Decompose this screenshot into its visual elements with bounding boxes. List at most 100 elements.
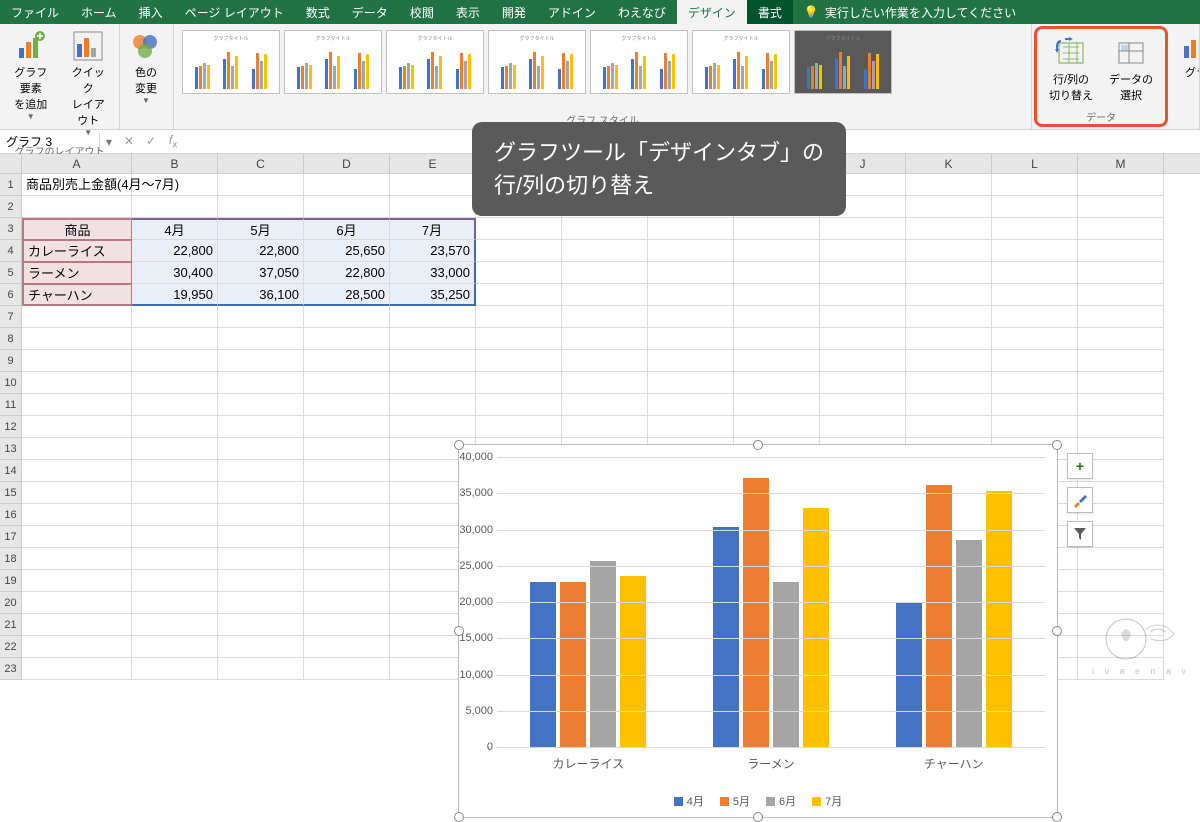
column-header-D[interactable]: D [304, 154, 390, 173]
cell-D23[interactable] [304, 658, 390, 680]
cell-L10[interactable] [992, 372, 1078, 394]
quick-layout-button[interactable]: クイック レイアウト ▼ [62, 26, 116, 141]
cell-B2[interactable] [132, 196, 218, 218]
cell-B17[interactable] [132, 526, 218, 548]
cell-J7[interactable] [820, 306, 906, 328]
row-header-14[interactable]: 14 [0, 460, 22, 482]
cell-J6[interactable] [820, 284, 906, 306]
cell-A13[interactable] [22, 438, 132, 460]
row-header-11[interactable]: 11 [0, 394, 22, 416]
cell-L8[interactable] [992, 328, 1078, 350]
cell-C18[interactable] [218, 548, 304, 570]
cell-B5[interactable]: 30,400 [132, 262, 218, 284]
cell-K7[interactable] [906, 306, 992, 328]
cell-D2[interactable] [304, 196, 390, 218]
cell-K12[interactable] [906, 416, 992, 438]
cell-C14[interactable] [218, 460, 304, 482]
cell-I5[interactable] [734, 262, 820, 284]
cell-E10[interactable] [390, 372, 476, 394]
chart-styles-gallery[interactable]: グラフタイトルグラフタイトルグラフタイトルグラフタイトルグラフタイトルグラフタイ… [178, 26, 1027, 110]
chart-styles-button[interactable] [1067, 487, 1093, 513]
cell-G7[interactable] [562, 306, 648, 328]
cell-H6[interactable] [648, 284, 734, 306]
legend-item-7月[interactable]: 7月 [812, 793, 842, 809]
cell-J5[interactable] [820, 262, 906, 284]
cell-E8[interactable] [390, 328, 476, 350]
cell-C23[interactable] [218, 658, 304, 680]
change-colors-button[interactable]: 色の 変更 ▼ [124, 26, 168, 109]
cell-B9[interactable] [132, 350, 218, 372]
cell-B8[interactable] [132, 328, 218, 350]
cell-C1[interactable] [218, 174, 304, 196]
ribbon-tab-開発[interactable]: 開発 [491, 0, 537, 24]
cell-D16[interactable] [304, 504, 390, 526]
chart-style-thumb-5[interactable]: グラフタイトル [590, 30, 688, 94]
column-header-A[interactable]: A [22, 154, 132, 173]
cell-E12[interactable] [390, 416, 476, 438]
cell-L11[interactable] [992, 394, 1078, 416]
cell-A2[interactable] [22, 196, 132, 218]
cell-F10[interactable] [476, 372, 562, 394]
cell-C12[interactable] [218, 416, 304, 438]
cell-F12[interactable] [476, 416, 562, 438]
cell-K4[interactable] [906, 240, 992, 262]
cell-M4[interactable] [1078, 240, 1164, 262]
cell-A11[interactable] [22, 394, 132, 416]
cell-J10[interactable] [820, 372, 906, 394]
cell-C19[interactable] [218, 570, 304, 592]
cell-A18[interactable] [22, 548, 132, 570]
cell-K1[interactable] [906, 174, 992, 196]
cell-A21[interactable] [22, 614, 132, 636]
cell-B18[interactable] [132, 548, 218, 570]
cell-H12[interactable] [648, 416, 734, 438]
cell-F3[interactable] [476, 218, 562, 240]
cell-I9[interactable] [734, 350, 820, 372]
bar-ラーメン-6月[interactable] [773, 582, 799, 747]
cell-G12[interactable] [562, 416, 648, 438]
ribbon-tab-ページ レイアウト[interactable]: ページ レイアウト [174, 0, 295, 24]
cell-H10[interactable] [648, 372, 734, 394]
cell-F11[interactable] [476, 394, 562, 416]
chart-style-thumb-1[interactable]: グラフタイトル [182, 30, 280, 94]
cell-H4[interactable] [648, 240, 734, 262]
cell-D9[interactable] [304, 350, 390, 372]
cell-L3[interactable] [992, 218, 1078, 240]
cell-B14[interactable] [132, 460, 218, 482]
cell-E4[interactable]: 23,570 [390, 240, 476, 262]
cell-M7[interactable] [1078, 306, 1164, 328]
row-header-21[interactable]: 21 [0, 614, 22, 636]
cell-D1[interactable] [304, 174, 390, 196]
cell-D4[interactable]: 25,650 [304, 240, 390, 262]
cell-M3[interactable] [1078, 218, 1164, 240]
cell-F8[interactable] [476, 328, 562, 350]
cell-B1[interactable] [132, 174, 218, 196]
chart-style-thumb-7[interactable]: グラフタイトル [794, 30, 892, 94]
cell-C13[interactable] [218, 438, 304, 460]
cell-B13[interactable] [132, 438, 218, 460]
cell-B19[interactable] [132, 570, 218, 592]
row-header-3[interactable]: 3 [0, 218, 22, 240]
cell-G3[interactable] [562, 218, 648, 240]
name-box-dropdown[interactable]: ▾ [100, 135, 118, 149]
ribbon-tab-データ[interactable]: データ [341, 0, 399, 24]
cell-E11[interactable] [390, 394, 476, 416]
chart-resize-handle[interactable] [753, 440, 763, 450]
cell-I11[interactable] [734, 394, 820, 416]
row-header-15[interactable]: 15 [0, 482, 22, 504]
cell-B3[interactable]: 4月 [132, 218, 218, 240]
chart-resize-handle[interactable] [1052, 626, 1062, 636]
cell-D11[interactable] [304, 394, 390, 416]
ribbon-tab-表示[interactable]: 表示 [445, 0, 491, 24]
ribbon-tab-ファイル[interactable]: ファイル [0, 0, 70, 24]
cell-C20[interactable] [218, 592, 304, 614]
column-header-M[interactable]: M [1078, 154, 1164, 173]
row-header-23[interactable]: 23 [0, 658, 22, 680]
cell-M18[interactable] [1078, 548, 1164, 570]
cell-B4[interactable]: 22,800 [132, 240, 218, 262]
cell-C3[interactable]: 5月 [218, 218, 304, 240]
cell-I3[interactable] [734, 218, 820, 240]
cell-D12[interactable] [304, 416, 390, 438]
cell-D3[interactable]: 6月 [304, 218, 390, 240]
cell-M19[interactable] [1078, 570, 1164, 592]
cell-E3[interactable]: 7月 [390, 218, 476, 240]
